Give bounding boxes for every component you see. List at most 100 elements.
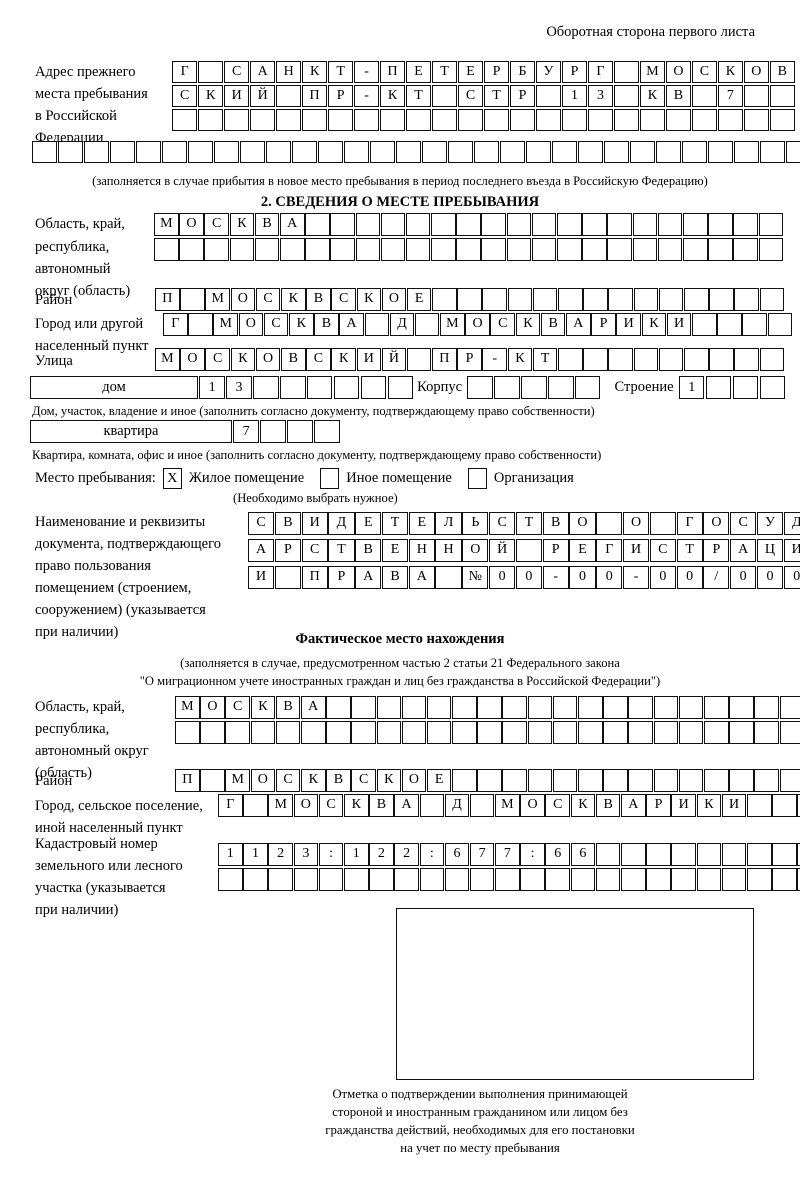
street-cell-5[interactable]: В: [280, 348, 306, 371]
document-r1-cell-8[interactable]: Ь: [462, 512, 489, 535]
region-r2-cell-1[interactable]: [179, 238, 204, 261]
actual-city-cell-23[interactable]: [797, 794, 800, 817]
actual-region-r2-cell-7[interactable]: [351, 721, 376, 744]
street-cell-11[interactable]: П: [432, 348, 457, 371]
district-cell-1[interactable]: [180, 288, 205, 311]
street-cell-16[interactable]: [558, 348, 583, 371]
actual-city-cell-9[interactable]: Д: [444, 794, 470, 817]
prev-address-r1-cell-10[interactable]: Т: [431, 61, 458, 83]
cadastral-row-2[interactable]: [218, 868, 800, 891]
flat-cell-1[interactable]: [260, 420, 286, 443]
prev-address-r2-cell-15[interactable]: 1: [561, 85, 588, 107]
document-r2-cell-15[interactable]: С: [649, 539, 676, 562]
actual-district-cell-24[interactable]: [779, 769, 800, 792]
prev-address-r3-cell-9[interactable]: [405, 109, 432, 131]
region-r1-cell-19[interactable]: [632, 213, 658, 236]
actual-district-cell-4[interactable]: С: [275, 769, 301, 792]
actual-region-r1-cell-13[interactable]: [502, 696, 528, 719]
actual-region-r2-cell-8[interactable]: [376, 721, 402, 744]
region-r1-cell-4[interactable]: В: [254, 213, 280, 236]
city-cell-4[interactable]: С: [263, 313, 289, 336]
prev-address-r2-cell-16[interactable]: 3: [587, 85, 614, 107]
prev-address-r3-cell-15[interactable]: [561, 109, 588, 131]
region-r2-cell-21[interactable]: [682, 238, 708, 261]
cadastral-r2-cell-3[interactable]: [293, 868, 319, 891]
region-r2-cell-13[interactable]: [481, 238, 507, 261]
actual-district-cell-1[interactable]: [200, 769, 225, 792]
city-cell-3[interactable]: О: [238, 313, 264, 336]
region-r2-cell-22[interactable]: [708, 238, 733, 261]
region-r1-cell-18[interactable]: [607, 213, 632, 236]
cadastral-r1-cell-16[interactable]: [621, 843, 646, 866]
document-r3-cell-10[interactable]: 0: [515, 566, 542, 589]
street-cell-3[interactable]: К: [230, 348, 256, 371]
actual-region-r2-cell-9[interactable]: [401, 721, 427, 744]
prev-address-r2-cell-12[interactable]: Т: [483, 85, 510, 107]
district-cell-9[interactable]: О: [381, 288, 407, 311]
prev-address-r1-cell-18[interactable]: М: [639, 61, 666, 83]
city-cell-11[interactable]: М: [440, 313, 465, 336]
prev-address-r3-cell-22[interactable]: [743, 109, 770, 131]
prev-address-r2-cell-19[interactable]: В: [665, 85, 692, 107]
actual-region-r2-cell-20[interactable]: [678, 721, 704, 744]
cadastral-r2-cell-17[interactable]: [646, 868, 671, 891]
street-cell-20[interactable]: [658, 348, 684, 371]
actual-region-r2-cell-15[interactable]: [552, 721, 578, 744]
actual-region-r2-cell-6[interactable]: [326, 721, 351, 744]
city-cell-9[interactable]: Д: [389, 313, 415, 336]
prev-address-r2-cell-22[interactable]: [743, 85, 770, 107]
prev-address-r1-cell-16[interactable]: Г: [587, 61, 614, 83]
region-r2-cell-0[interactable]: [154, 238, 179, 261]
cadastral-r1-cell-19[interactable]: [696, 843, 722, 866]
cadastral-r2-cell-19[interactable]: [696, 868, 722, 891]
prev-address-r4-cell-21[interactable]: [577, 141, 604, 163]
prev-address-r4-cell-8[interactable]: [239, 141, 266, 163]
prev-address-r3-cell-11[interactable]: [457, 109, 484, 131]
prev-address-r3-cell-3[interactable]: [249, 109, 276, 131]
actual-city-cell-22[interactable]: [772, 794, 797, 817]
city-cell-7[interactable]: А: [339, 313, 364, 336]
cadastral-r1-cell-18[interactable]: [671, 843, 696, 866]
prev-address-r3-cell-21[interactable]: [717, 109, 744, 131]
actual-district-cell-21[interactable]: [703, 769, 729, 792]
city-cell-17[interactable]: Р: [591, 313, 616, 336]
actual-region-r1-cell-7[interactable]: [351, 696, 376, 719]
actual-district-cell-0[interactable]: П: [175, 769, 200, 792]
prev-address-r1-cell-11[interactable]: Е: [457, 61, 484, 83]
document-r3-cell-1[interactable]: [274, 566, 301, 589]
prev-address-r1-cell-6[interactable]: Т: [327, 61, 354, 83]
region-r2-cell-18[interactable]: [607, 238, 632, 261]
prev-address-r4-cell-12[interactable]: [343, 141, 370, 163]
prev-address-r4-cell-29[interactable]: [785, 141, 800, 163]
street-cell-2[interactable]: С: [205, 348, 230, 371]
actual-region-r2-cell-24[interactable]: [779, 721, 800, 744]
cadastral-r2-cell-1[interactable]: [243, 868, 268, 891]
actual-city-cell-10[interactable]: [469, 794, 495, 817]
actual-region-r1-cell-12[interactable]: [477, 696, 502, 719]
cadastral-r2-cell-21[interactable]: [746, 868, 772, 891]
prev-address-r2-cell-23[interactable]: [769, 85, 796, 107]
cadastral-r2-cell-10[interactable]: [469, 868, 495, 891]
cadastral-r2-cell-23[interactable]: [797, 868, 800, 891]
actual-district-cell-20[interactable]: [678, 769, 704, 792]
actual-city-cell-21[interactable]: [746, 794, 772, 817]
prev-address-r4-cell-1[interactable]: [57, 141, 84, 163]
cadastral-r2-cell-13[interactable]: [545, 868, 571, 891]
city-cell-14[interactable]: К: [515, 313, 541, 336]
actual-district-cell-19[interactable]: [653, 769, 679, 792]
prev-address-r2-cell-13[interactable]: Р: [509, 85, 536, 107]
street-cell-4[interactable]: О: [255, 348, 281, 371]
document-r3-cell-19[interactable]: 0: [756, 566, 784, 589]
document-r2-cell-8[interactable]: О: [462, 539, 489, 562]
actual-region-r2-cell-1[interactable]: [200, 721, 225, 744]
document-r1-cell-16[interactable]: Г: [676, 512, 703, 535]
actual-region-r1-cell-14[interactable]: [527, 696, 553, 719]
city-cell-21[interactable]: [691, 313, 717, 336]
district-cell-0[interactable]: П: [155, 288, 180, 311]
actual-region-r1-cell-17[interactable]: [603, 696, 628, 719]
prev-address-r1-cell-3[interactable]: А: [249, 61, 276, 83]
region-row-2[interactable]: [154, 238, 784, 261]
